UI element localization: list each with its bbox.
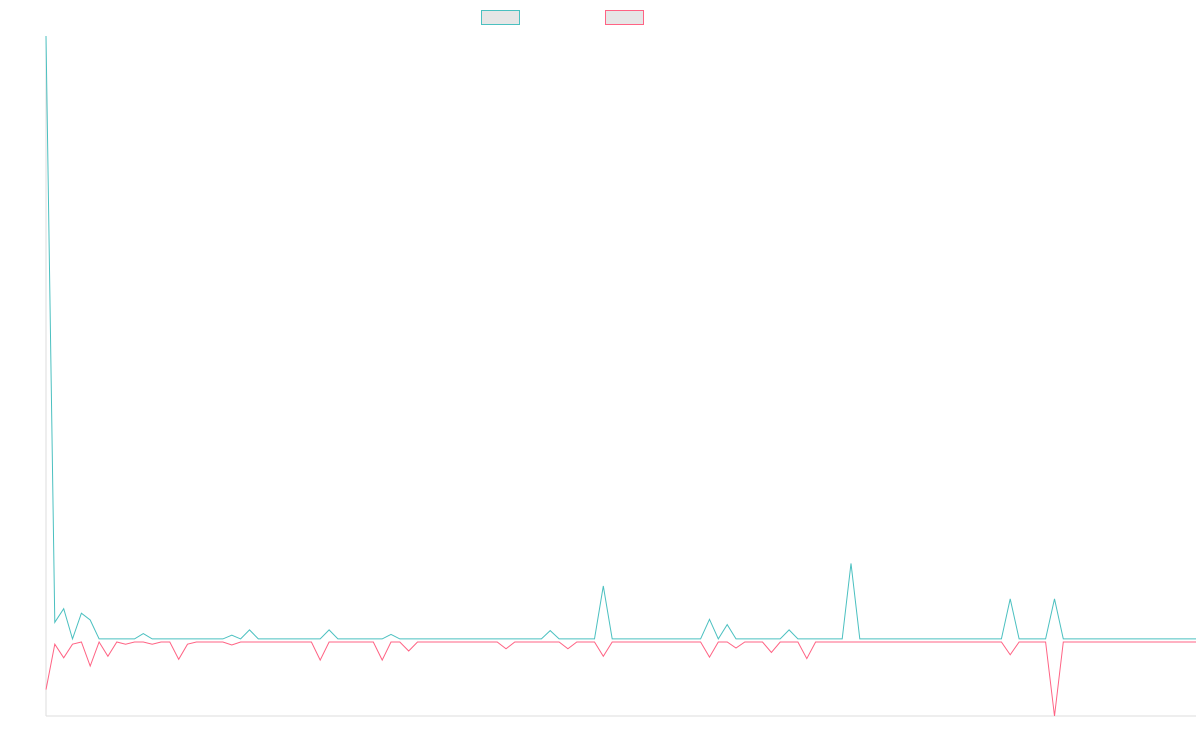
series-layer — [45, 35, 1196, 717]
series-1-line — [45, 35, 1196, 641]
series-2-line — [45, 640, 1196, 717]
legend-swatch-series-2[interactable] — [605, 10, 644, 25]
legend-swatch-series-1[interactable] — [481, 10, 520, 25]
